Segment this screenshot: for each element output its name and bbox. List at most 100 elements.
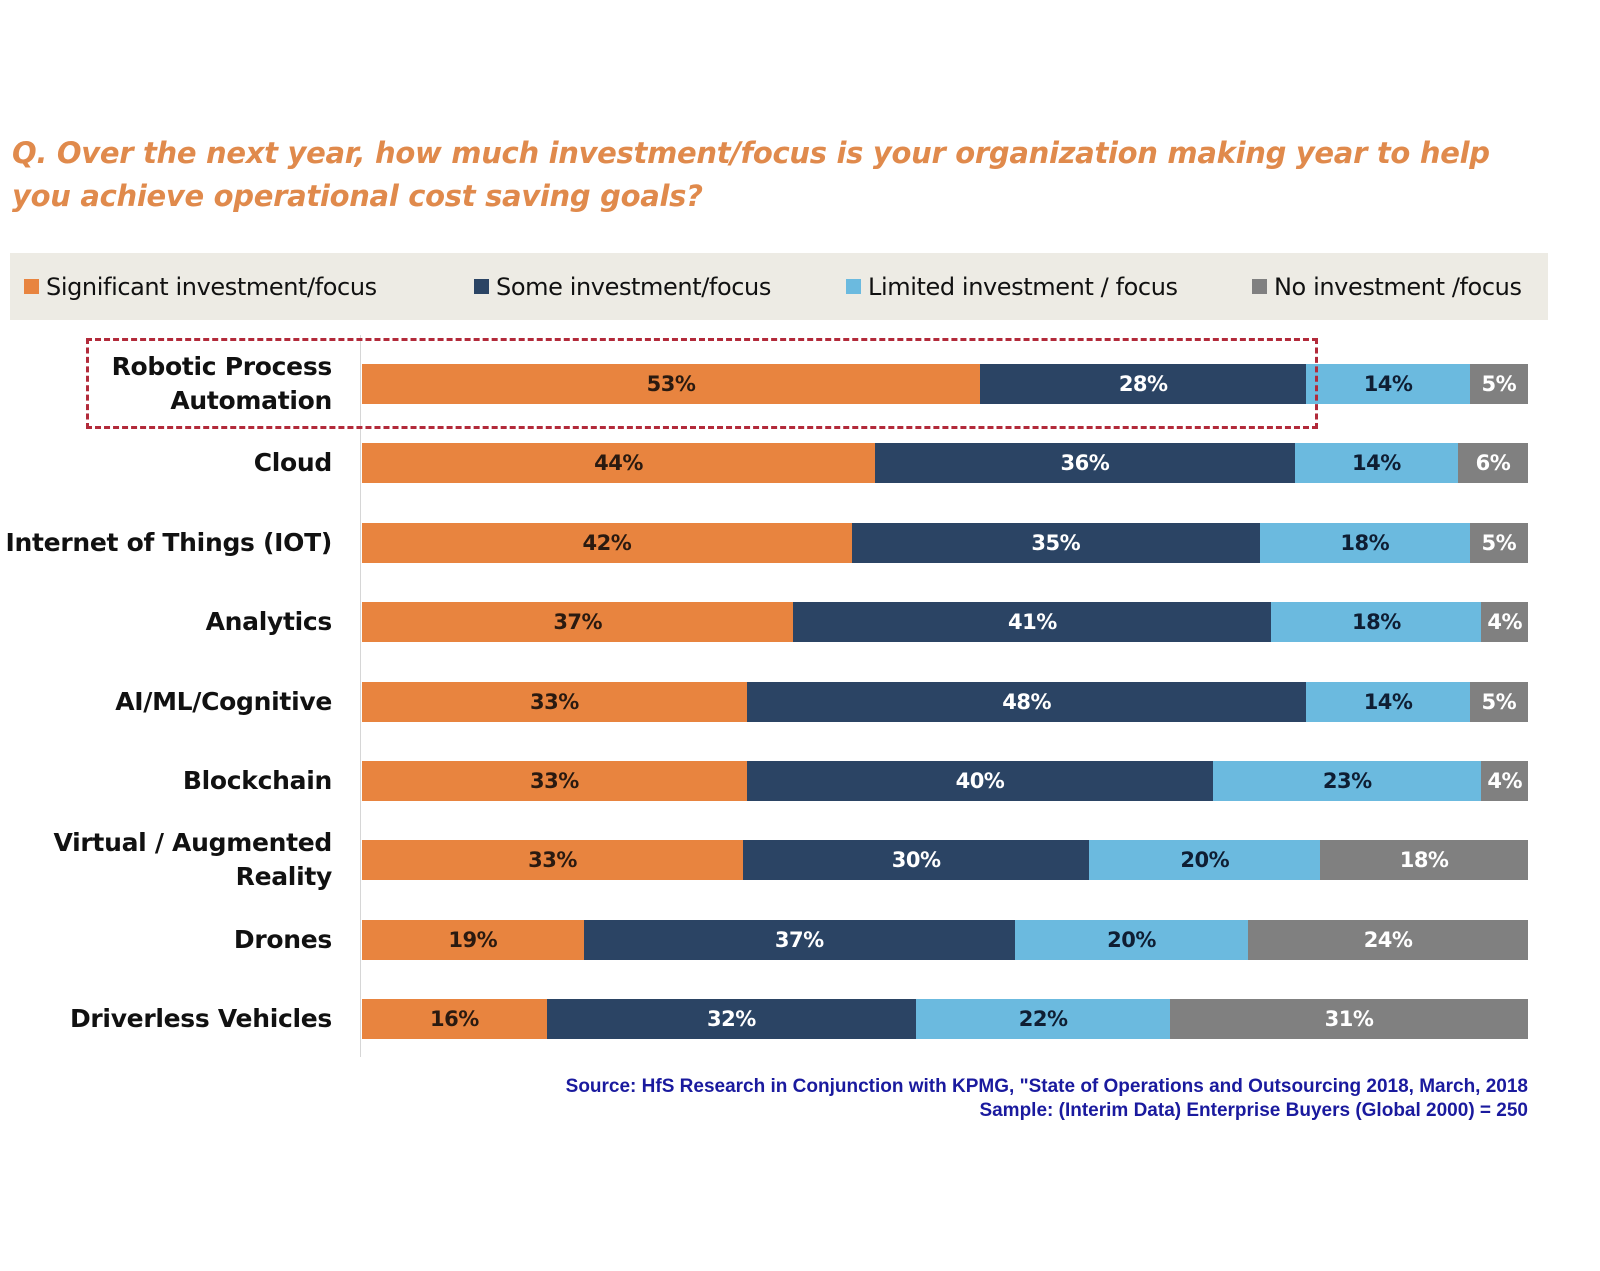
bar-segment-virtual-augmented-reality-some-investment-focus: 30%: [742, 840, 1090, 881]
source-note: Source: HfS Research in Conjunction with…: [566, 1075, 1528, 1123]
legend-swatch-significant: [24, 279, 39, 294]
bar-segment-drones-significant-investment-focus: 19%: [362, 919, 584, 960]
data-label: 35%: [1031, 530, 1081, 555]
category-label-line: Blockchain: [182, 766, 332, 795]
data-label: 33%: [530, 689, 579, 714]
bar-segment-driverless-vehicles-limited-investment-focus: 22%: [916, 999, 1171, 1040]
bar-segment-blockchain-limited-investment-focus: 23%: [1213, 761, 1482, 801]
category-label-internet-of-things-iot: Internet of Things (IOT): [5, 526, 333, 560]
data-label: 37%: [553, 610, 603, 635]
category-label-line: Cloud: [253, 448, 333, 478]
bar-segment-internet-of-things-iot-some-investment-focus: 35%: [851, 522, 1260, 563]
legend: Significant investment/focus Some invest…: [10, 253, 1548, 320]
bar-segment-cloud-no-investment-focus: 6%: [1458, 443, 1528, 484]
data-label: 5%: [1481, 372, 1517, 396]
data-label: 40%: [955, 769, 1005, 793]
bar-segment-blockchain-some-investment-focus: 40%: [746, 761, 1214, 801]
bar-segment-robotic-process-automation-limited-investment-focus: 14%: [1306, 364, 1470, 404]
data-label: 30%: [891, 848, 941, 873]
data-label: 28%: [1118, 372, 1168, 396]
category-label-driverless-vehicles: Driverless Vehicles: [70, 1002, 332, 1036]
data-label: 4%: [1487, 769, 1522, 793]
category-label-line: Automation: [170, 386, 332, 415]
data-label: 4%: [1487, 610, 1522, 635]
bar-segment-analytics-some-investment-focus: 41%: [793, 602, 1272, 643]
data-label: 18%: [1399, 848, 1449, 873]
data-label: 37%: [774, 927, 824, 952]
data-label: 18%: [1340, 530, 1390, 555]
category-label-analytics: Analytics: [205, 605, 333, 639]
legend-item-significant: Significant investment/focus: [24, 253, 377, 320]
category-label-cloud: Cloud: [253, 446, 333, 480]
bar-segment-blockchain-significant-investment-focus: 33%: [362, 761, 747, 801]
category-label-line: Internet of Things (IOT): [5, 527, 333, 557]
bar-segment-drones-some-investment-focus: 37%: [583, 919, 1015, 960]
bar-segment-internet-of-things-iot-significant-investment-focus: 42%: [362, 522, 852, 563]
data-label: 14%: [1363, 372, 1413, 396]
bar-segment-analytics-no-investment-focus: 4%: [1481, 602, 1528, 643]
bar-segment-cloud-limited-investment-focus: 14%: [1294, 443, 1459, 484]
bar-segment-ai-ml-cognitive-some-investment-focus: 48%: [746, 681, 1307, 722]
legend-swatch-some: [474, 279, 489, 294]
bar-segment-ai-ml-cognitive-no-investment-focus: 5%: [1469, 681, 1528, 722]
data-label: 24%: [1363, 927, 1413, 952]
bar-segment-cloud-significant-investment-focus: 44%: [362, 443, 876, 484]
highlight-box-rpa: [86, 338, 1318, 429]
legend-item-limited: Limited investment / focus: [846, 253, 1178, 320]
legend-label: Limited investment / focus: [868, 272, 1178, 301]
bar-segment-internet-of-things-iot-no-investment-focus: 5%: [1469, 522, 1528, 563]
legend-label: Significant investment/focus: [46, 272, 377, 301]
data-label: 20%: [1180, 848, 1230, 873]
legend-label: Some investment/focus: [496, 272, 771, 301]
legend-label: No investment /focus: [1274, 272, 1522, 301]
category-label-line: AI/ML/Cognitive: [115, 686, 332, 716]
data-label: 5%: [1481, 530, 1517, 555]
bar-segment-analytics-significant-investment-focus: 37%: [362, 602, 794, 643]
y-axis-line: [360, 335, 361, 1057]
legend-item-some: Some investment/focus: [474, 253, 771, 320]
category-label-robotic-process-automation: Robotic Process Automation: [111, 350, 333, 418]
bar-segment-internet-of-things-iot-limited-investment-focus: 18%: [1259, 522, 1470, 563]
data-label: 14%: [1352, 451, 1401, 476]
bar-segment-cloud-some-investment-focus: 36%: [875, 443, 1295, 484]
bar-segment-ai-ml-cognitive-limited-investment-focus: 14%: [1306, 681, 1470, 722]
legend-swatch-limited: [846, 279, 861, 294]
category-label-line: Driverless Vehicles: [69, 1004, 332, 1034]
category-label-line: Drones: [233, 924, 332, 954]
legend-item-none: No investment /focus: [1252, 253, 1522, 320]
bar-segment-driverless-vehicles-no-investment-focus: 31%: [1170, 999, 1528, 1040]
data-label: 33%: [528, 848, 577, 873]
category-label-line: Virtual / Augmented: [53, 828, 333, 858]
data-label: 53%: [646, 372, 696, 396]
data-label: 19%: [448, 927, 498, 952]
bar-segment-virtual-augmented-reality-significant-investment-focus: 33%: [362, 840, 743, 881]
bar-segment-drones-limited-investment-focus: 20%: [1014, 919, 1249, 960]
data-label: 31%: [1324, 1007, 1374, 1032]
bar-segment-robotic-process-automation-significant-investment-focus: 53%: [362, 364, 980, 404]
source-line: Source: HfS Research in Conjunction with…: [565, 1076, 1528, 1097]
data-label: 23%: [1322, 769, 1372, 793]
data-label: 48%: [1002, 689, 1051, 714]
category-label-virtual-augmented-reality: Virtual / Augmented Reality: [53, 826, 333, 894]
chart-title: Q. Over the next year, how much investme…: [12, 136, 1490, 213]
bar-segment-driverless-vehicles-significant-investment-focus: 16%: [362, 999, 547, 1040]
category-label-ai-ml-cognitive: AI/ML/Cognitive: [115, 685, 332, 719]
category-label-blockchain: Blockchain: [183, 764, 332, 798]
data-label: 36%: [1060, 451, 1110, 476]
data-label: 18%: [1352, 610, 1401, 635]
category-label-line: Analytics: [205, 607, 333, 637]
category-label-line: Robotic Process: [111, 352, 333, 381]
data-label: 16%: [429, 1007, 479, 1032]
legend-swatch-none: [1252, 279, 1267, 294]
data-label: 22%: [1018, 1007, 1068, 1032]
data-label: 42%: [582, 530, 632, 555]
bar-segment-robotic-process-automation-no-investment-focus: 5%: [1469, 364, 1528, 404]
category-label-drones: Drones: [234, 923, 332, 957]
data-label: 6%: [1475, 451, 1511, 476]
bar-segment-virtual-augmented-reality-limited-investment-focus: 20%: [1089, 840, 1321, 881]
bar-segment-robotic-process-automation-some-investment-focus: 28%: [979, 364, 1307, 404]
data-label: 32%: [707, 1007, 756, 1032]
bar-segment-analytics-limited-investment-focus: 18%: [1271, 602, 1482, 643]
bar-segment-ai-ml-cognitive-significant-investment-focus: 33%: [362, 681, 747, 722]
sample-line: Sample: (Interim Data) Enterprise Buyers…: [979, 1100, 1528, 1121]
